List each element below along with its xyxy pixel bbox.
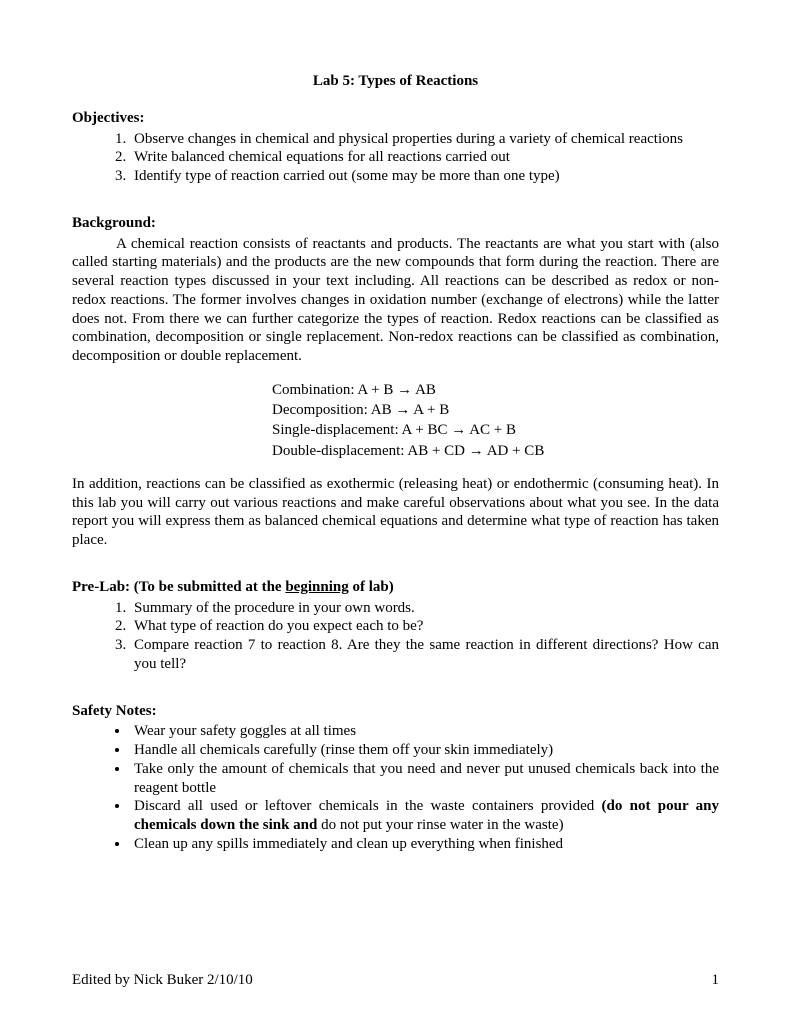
prelab-list: Summary of the procedure in your own wor…	[108, 599, 719, 674]
combination-equation: Combination: A + B → AB	[272, 380, 719, 400]
double-displacement-equation: Double-displacement: AB + CD → AD + CB	[272, 441, 719, 461]
decomposition-equation: Decomposition: AB → A + B	[272, 400, 719, 420]
prelab-heading-prefix: Pre-Lab: (To be submitted at the	[72, 579, 285, 595]
footer-page-number: 1	[712, 971, 720, 990]
reaction-equations-block: Combination: A + B → AB Decomposition: A…	[272, 380, 719, 461]
footer-edited-by: Edited by Nick Buker 2/10/10	[72, 971, 253, 990]
safety-heading: Safety Notes:	[72, 702, 719, 721]
prelab-item: Compare reaction 7 to reaction 8. Are th…	[130, 636, 719, 674]
single-displacement-equation: Single-displacement: A + BC → AC + B	[272, 420, 719, 440]
safety-item: Handle all chemicals carefully (rinse th…	[130, 741, 719, 760]
objectives-heading: Objectives:	[72, 109, 719, 128]
safety-item: Discard all used or leftover chemicals i…	[130, 797, 719, 835]
background-paragraph-2: In addition, reactions can be classified…	[72, 475, 719, 550]
background-paragraph-1: A chemical reaction consists of reactant…	[72, 235, 719, 366]
objective-item: Identify type of reaction carried out (s…	[130, 167, 719, 186]
safety-list: Wear your safety goggles at all times Ha…	[108, 722, 719, 853]
prelab-heading-suffix: of lab)	[349, 579, 394, 595]
prelab-item: What type of reaction do you expect each…	[130, 617, 719, 636]
background-heading: Background:	[72, 214, 719, 233]
prelab-heading: Pre-Lab: (To be submitted at the beginni…	[72, 578, 719, 597]
safety-item: Clean up any spills immediately and clea…	[130, 835, 719, 854]
prelab-item: Summary of the procedure in your own wor…	[130, 599, 719, 618]
page-footer: Edited by Nick Buker 2/10/10 1	[72, 971, 719, 990]
prelab-heading-underlined: beginning	[285, 579, 348, 595]
objective-item: Write balanced chemical equations for al…	[130, 148, 719, 167]
safety-item-text: do not put your rinse water in the waste…	[321, 817, 563, 833]
objectives-list: Observe changes in chemical and physical…	[108, 130, 719, 186]
safety-item-text: Discard all used or leftover chemicals i…	[134, 798, 602, 814]
safety-item: Take only the amount of chemicals that y…	[130, 760, 719, 798]
lab-title: Lab 5: Types of Reactions	[72, 72, 719, 91]
safety-item: Wear your safety goggles at all times	[130, 722, 719, 741]
document-page: Lab 5: Types of Reactions Objectives: Ob…	[0, 0, 791, 1024]
objective-item: Observe changes in chemical and physical…	[130, 130, 719, 149]
